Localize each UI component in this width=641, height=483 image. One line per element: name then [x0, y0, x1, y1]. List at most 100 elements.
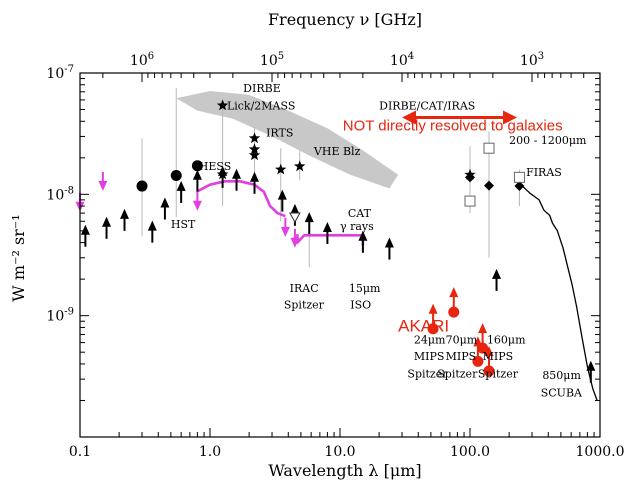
annotation-label: 70μm — [446, 333, 478, 346]
upper-limit-arrow — [304, 212, 314, 235]
circle-shape — [170, 169, 182, 181]
open-triangle-point — [289, 212, 301, 224]
up-arrow-head — [232, 168, 242, 179]
annotation-label: γ rays — [340, 220, 374, 233]
arrow-head-right — [503, 110, 518, 125]
annotation-label: NOT directly resolved to galaxies — [343, 118, 563, 135]
y-tick-label: 10-8 — [46, 185, 74, 203]
up-arrow-head — [80, 224, 90, 235]
magenta-limit-arrow — [280, 217, 290, 237]
x-tick-label: 1000.0 — [576, 444, 625, 460]
up-arrow-head — [586, 360, 596, 371]
circle-shape — [483, 365, 495, 377]
up-arrow-head — [192, 169, 202, 180]
magenta-limit-arrow — [192, 191, 202, 211]
up-arrow-head — [322, 221, 332, 232]
diamond-point — [465, 172, 475, 183]
down-arrow-head — [280, 226, 290, 237]
upper-limit-arrow — [250, 171, 260, 194]
filled-circle-point — [191, 160, 203, 172]
up-arrow-head — [358, 230, 368, 241]
top-tick-label: 103 — [520, 51, 544, 69]
line-layer — [196, 180, 598, 401]
upper-limit-arrow — [80, 224, 90, 247]
diamond-shape — [514, 181, 525, 192]
annotation-label: Spitzer — [284, 298, 325, 311]
line-cat — [296, 234, 365, 246]
open-square-point — [513, 171, 525, 183]
upper-limit-arrow — [102, 216, 112, 239]
upper-limit-arrow — [358, 230, 368, 253]
akari-point — [427, 303, 439, 335]
up-arrow-head — [449, 287, 459, 298]
upper-limit-arrow — [120, 208, 130, 231]
line-firas — [518, 182, 598, 401]
annotation-label: IRTS — [266, 126, 293, 139]
magenta-limit-arrow — [98, 171, 108, 191]
y-tick-label: 10-7 — [46, 64, 74, 82]
star-shape — [216, 99, 229, 111]
down-arrow-head — [98, 180, 108, 191]
up-arrow-head — [147, 220, 157, 231]
upper-limit-arrow — [160, 197, 170, 220]
x-tick-label: 10.0 — [324, 444, 355, 460]
tick-layer: 0.1 1.0 10.0 100.0 1000.0 10-9 10-8 10-7 106 105 1… — [46, 51, 624, 460]
open-square-point — [464, 195, 476, 207]
annotation-label: MIPS — [446, 350, 477, 363]
diamond-point — [514, 181, 525, 192]
star-point — [216, 168, 229, 180]
filled-circle-point — [170, 169, 182, 181]
square-shape — [464, 195, 476, 207]
star-point — [248, 143, 261, 155]
upper-limit-arrow — [586, 360, 596, 383]
up-arrow-head — [120, 208, 130, 219]
circle-shape — [448, 306, 460, 318]
up-arrow-head — [384, 237, 394, 248]
circle-shape — [136, 180, 148, 192]
top-tick-label: 104 — [390, 51, 414, 69]
up-arrow-head — [290, 203, 300, 214]
open-square-point — [483, 142, 495, 154]
annotation-label: Spitzer — [407, 367, 448, 380]
up-arrow-head — [484, 345, 494, 356]
up-arrow-head — [492, 268, 502, 279]
star-point — [248, 149, 261, 161]
star-shape — [294, 160, 306, 172]
upper-limit-arrow — [147, 220, 157, 243]
annotation-label: Spitzer — [437, 367, 478, 380]
marker-layer — [75, 99, 596, 383]
star-point — [248, 132, 261, 144]
arrow-head-left — [402, 110, 417, 125]
upper-limit-arrow — [277, 189, 287, 212]
annotation-label: 15μm — [349, 282, 381, 295]
star-shape — [248, 132, 261, 144]
star-point — [294, 160, 306, 172]
star-shape — [248, 149, 261, 161]
magenta-limit-arrow — [290, 228, 300, 248]
star-point — [216, 99, 229, 111]
top-tick-label: 106 — [130, 51, 154, 69]
line-hess — [196, 180, 286, 218]
up-arrow-head — [277, 189, 287, 200]
square-shape — [483, 142, 495, 154]
akari-point — [483, 345, 495, 377]
diamond-shape — [483, 180, 494, 191]
annotation-label: VHE Blz — [313, 145, 361, 158]
y-tick-label: 10-9 — [46, 307, 74, 325]
upper-limit-arrow — [176, 180, 186, 203]
upper-limit-arrow — [322, 221, 332, 244]
diamond-point — [483, 180, 494, 191]
x-tick-label: 1.0 — [199, 444, 221, 460]
diamond-shape — [465, 172, 475, 183]
annotation-label: CAT — [348, 207, 372, 220]
annotation-label: Lick/2MASS — [227, 100, 295, 113]
y-axis-title: W m⁻² sr⁻¹ — [9, 214, 28, 301]
up-arrow-head — [176, 180, 186, 191]
annotation-label: FIRAS — [526, 166, 562, 179]
akari-point — [448, 287, 460, 318]
annotation-label: 850μm — [542, 369, 581, 382]
annotation-label: MIPS — [414, 350, 445, 363]
annotation-label: IRAC — [290, 282, 319, 295]
annotation-label: Spitzer — [478, 367, 519, 380]
annotation-label: MIPS — [483, 350, 514, 363]
